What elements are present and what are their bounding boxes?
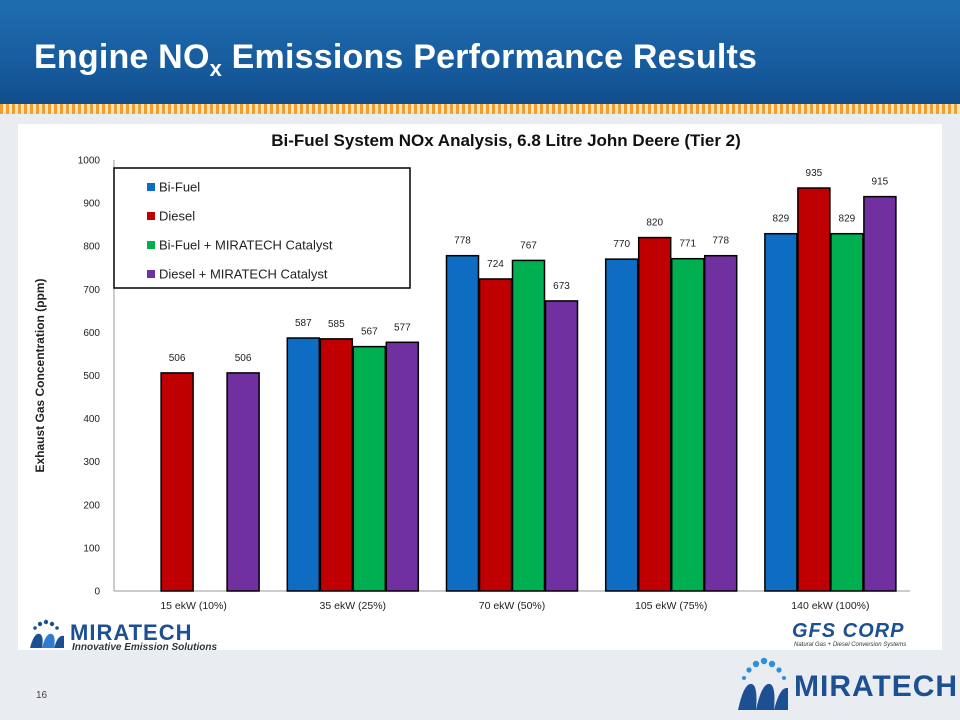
y-tick-label: 600 [83,328,100,339]
y-tick-label: 900 [83,199,100,210]
miratech-wordmark-bottom: MIRATECH [794,670,959,703]
miratech-wordmark-left: MIRATECH [70,620,193,645]
data-label: 767 [520,240,537,251]
miratech-tagline: Innovative Emission Solutions [72,642,218,653]
data-label: 577 [394,322,411,333]
data-label: 820 [646,218,663,229]
y-tick-label: 100 [83,543,100,554]
bar [445,254,480,592]
y-tick-label: 800 [83,242,100,253]
x-tick-label: 140 ekW (100%) [791,600,869,612]
y-tick-label: 400 [83,414,100,425]
gfs-corp-wordmark: GFS CORP [792,620,905,642]
legend-label: Bi-Fuel + MIRATECH Catalyst [159,238,333,253]
y-tick-label: 700 [83,285,100,296]
bar [319,338,354,592]
data-label: 935 [806,168,823,179]
legend-box [113,167,411,289]
slide-title-rest: Emissions Performance Results [222,38,758,76]
gfs-corp-tagline: Natural Gas + Diesel Conversion Systems [794,642,907,648]
legend-swatch [147,270,155,278]
slide-title: Engine NOx Emissions Performance Results [34,38,757,82]
x-tick-label: 15 ekW (10%) [160,600,227,612]
page-number: 16 [36,690,48,701]
x-tick-label: 105 ekW (75%) [635,600,707,612]
data-label: 724 [487,259,504,270]
data-label: 829 [839,214,856,225]
data-label: 778 [454,236,471,247]
data-label: 567 [361,327,378,338]
chart-title: Bi-Fuel System NOx Analysis, 6.8 Litre J… [271,131,741,150]
y-tick-label: 300 [83,457,100,468]
bar [863,195,897,592]
bar [764,232,798,592]
miratech-mark-icon [30,619,64,648]
bar [226,372,260,592]
data-label: 506 [235,353,252,364]
data-label: 770 [613,239,630,250]
header-bar [0,0,960,110]
bar [160,372,194,592]
legend-label: Bi-Fuel [159,180,200,195]
bar [385,341,420,592]
bar [478,278,513,592]
legend-label: Diesel + MIRATECH Catalyst [159,267,328,282]
slide-title-subscript: x [209,56,223,81]
legend-swatch [147,212,155,220]
y-tick-label: 0 [94,587,100,598]
y-tick-label: 200 [83,500,100,511]
data-label: 915 [872,177,889,188]
header-stripe [0,104,960,114]
data-label: 673 [553,281,570,292]
x-tick-label: 70 ekW (50%) [479,600,546,612]
bar [604,258,639,592]
y-tick-label: 500 [83,371,100,382]
bar [544,300,579,592]
bar [797,187,831,592]
miratech-logo-bottom: MIRATECH [730,656,957,716]
data-label: 587 [295,318,312,329]
bar [352,345,387,592]
miratech-mark-large-icon [738,657,788,710]
bar [830,232,864,592]
miratech-logo-left: MIRATECH Innovative Emission Solutions [24,618,234,654]
y-tick-label: 1000 [78,156,101,167]
bar [637,236,672,592]
x-axis-title: Engine Load Points (% of Rated Load) [343,623,560,624]
legend-label: Diesel [159,209,195,224]
data-label: 778 [712,236,729,247]
bar [511,259,546,592]
slide-title-main: Engine NO [34,38,210,76]
legend-swatch [147,183,155,191]
data-label: 506 [169,353,186,364]
x-tick-label: 35 ekW (25%) [320,600,387,612]
legend-swatch [147,241,155,249]
data-label: 771 [679,239,696,250]
data-label: 585 [328,319,345,330]
chart: Bi-Fuel System NOx Analysis, 6.8 Litre J… [33,131,910,624]
y-axis-title: Exhaust Gas Concentration (ppm) [33,278,47,472]
bar [286,337,321,592]
data-label: 829 [773,214,790,225]
bar [703,254,738,592]
bar [670,257,705,592]
gfs-corp-logo: GFS CORP Natural Gas + Diesel Conversion… [792,620,922,654]
